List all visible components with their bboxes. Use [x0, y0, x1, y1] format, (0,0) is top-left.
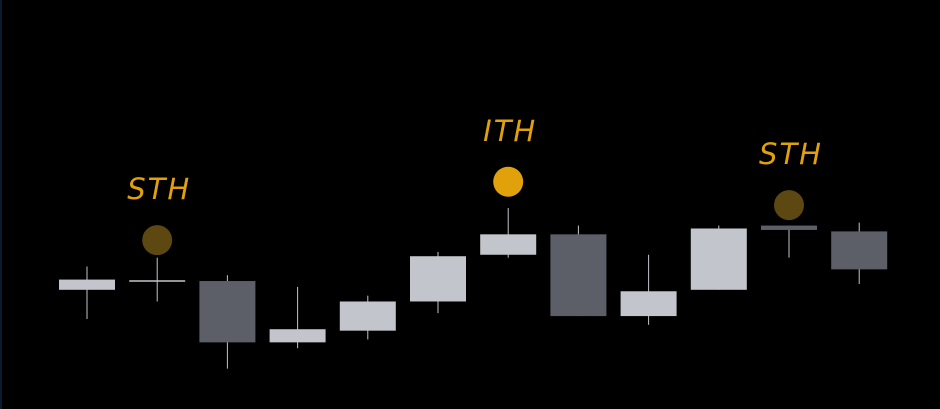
candle-body [269, 329, 326, 343]
marker-label-sth: STH [759, 137, 823, 171]
candle-body [339, 301, 396, 331]
marker-label-ith: ITH [483, 114, 537, 148]
marker-dot-sth [142, 225, 173, 256]
marker-dot-ith [493, 166, 524, 197]
candle-body [831, 231, 888, 270]
candle-body [410, 256, 466, 302]
candle-body [59, 279, 115, 290]
candle-body [550, 234, 607, 317]
candle-body [480, 234, 537, 255]
candle-body [761, 225, 817, 230]
marker-label-sth: STH [127, 172, 191, 206]
marker-dot-sth [774, 190, 804, 221]
left-edge-line [0, 0, 2, 409]
candle-body [620, 291, 677, 317]
candle-body [690, 228, 747, 290]
candle-body [199, 281, 256, 343]
